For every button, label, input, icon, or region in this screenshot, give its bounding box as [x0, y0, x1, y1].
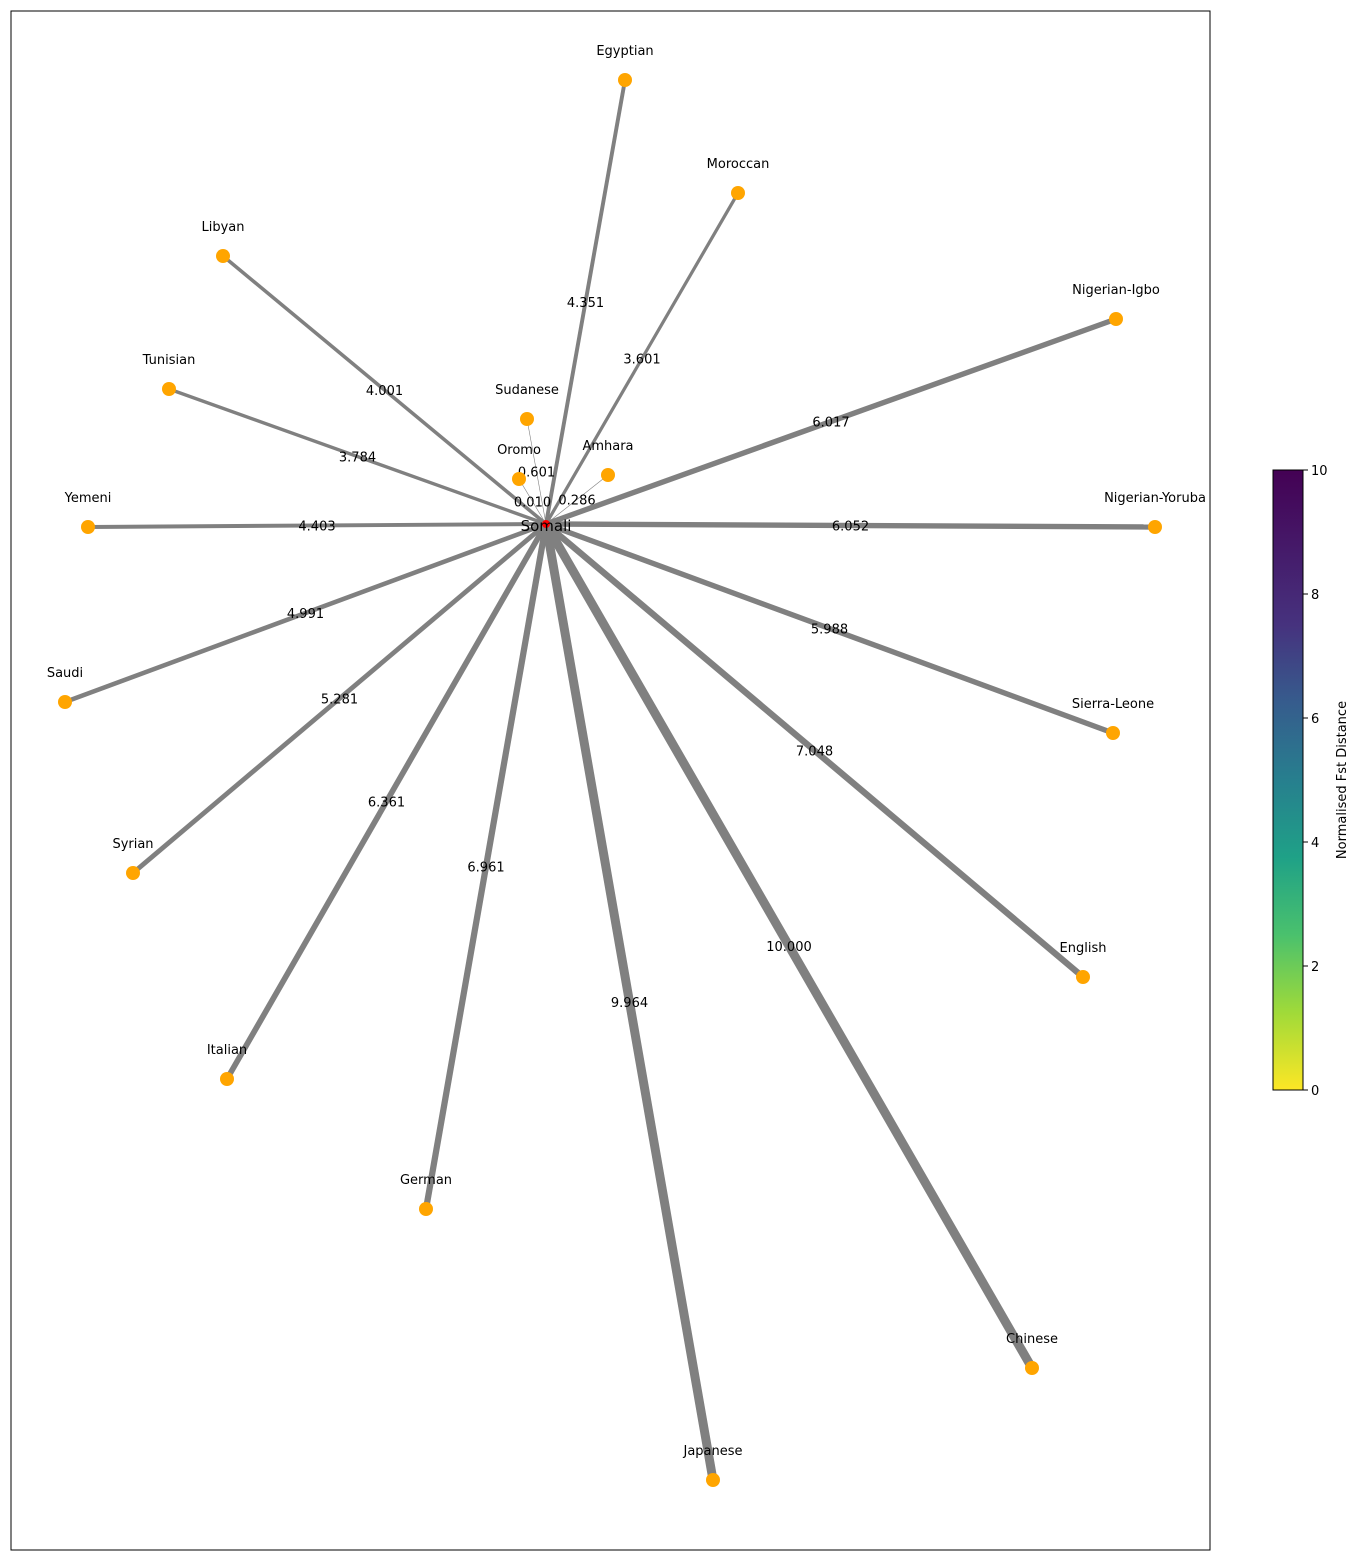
nodes-group — [58, 73, 1162, 1487]
edge-nigerian-yoruba — [545, 521, 1156, 530]
edge-label-sudanese: 0.601 — [518, 466, 555, 481]
colorbar-tick-label-0: 0 — [1311, 1084, 1319, 1099]
node-moroccan — [731, 186, 745, 200]
edge-label-amhara: 0.286 — [558, 494, 595, 509]
edge-labels-group: 4.351 3.601 4.001 6.017 3.784 0.601 0.010 0.286… — [287, 296, 869, 1011]
center-label: Somali — [521, 517, 572, 535]
edge-label-saudi: 4.991 — [287, 607, 324, 622]
edge-tunisian — [168, 387, 547, 526]
node-label-nigerian-yoruba: Nigerian-Yoruba — [1104, 491, 1206, 506]
edge-amhara — [545, 474, 609, 525]
node-nigerian-igbo — [1109, 312, 1123, 326]
edge-label-egyptian: 4.351 — [567, 296, 604, 311]
edge-yemeni — [87, 522, 547, 529]
edge-chinese — [542, 521, 1036, 1371]
node-german — [419, 1202, 433, 1216]
edge-saudi — [64, 521, 547, 705]
node-label-libyan: Libyan — [201, 220, 244, 235]
colorbar-tick-label-6: 6 — [1311, 712, 1319, 727]
edge-label-german: 6.961 — [467, 861, 504, 876]
edge-label-chinese: 10.000 — [766, 940, 812, 955]
node-label-amhara: Amhara — [582, 439, 633, 454]
node-saudi — [58, 695, 72, 709]
edges-group — [64, 79, 1156, 1481]
edge-german — [422, 523, 550, 1210]
edge-sudanese — [526, 418, 547, 525]
node-label-egyptian: Egyptian — [596, 44, 653, 59]
colorbar-ticks: 0 2 4 6 8 10 — [1303, 464, 1328, 1099]
node-english — [1076, 970, 1090, 984]
node-label-english: English — [1060, 941, 1107, 956]
edge-label-libyan: 4.001 — [366, 384, 403, 399]
colorbar-tick-label-8: 8 — [1311, 588, 1319, 603]
edge-egyptian — [544, 79, 627, 525]
node-amhara — [601, 468, 615, 482]
node-libyan — [216, 249, 230, 263]
edge-label-nigerian-igbo: 6.017 — [812, 416, 849, 431]
node-label-moroccan: Moroccan — [707, 157, 770, 172]
node-italian — [220, 1072, 234, 1086]
node-sudanese — [520, 412, 534, 426]
edge-label-tunisian: 3.784 — [339, 451, 376, 466]
edge-nigerian-igbo — [545, 316, 1117, 527]
node-sierra-leone — [1106, 726, 1120, 740]
colorbar-tick-label-2: 2 — [1311, 960, 1319, 975]
edge-japanese — [541, 523, 718, 1481]
edge-oromo — [518, 478, 547, 525]
node-label-sudanese: Sudanese — [495, 383, 559, 398]
node-chinese — [1025, 1361, 1039, 1375]
center-node — [542, 520, 550, 528]
edge-label-oromo: 0.010 — [514, 496, 551, 511]
colorbar-tick-label-4: 4 — [1311, 836, 1319, 851]
node-nigerian-yoruba — [1148, 520, 1162, 534]
edge-sierra-leone — [545, 521, 1114, 736]
node-oromo — [512, 472, 526, 486]
node-label-oromo: Oromo — [497, 443, 541, 458]
edge-libyan — [221, 254, 548, 526]
edge-english — [543, 521, 1086, 980]
node-label-chinese: Chinese — [1006, 1332, 1058, 1347]
edge-label-syrian: 5.281 — [321, 693, 358, 708]
edge-label-japanese: 9.964 — [611, 996, 648, 1011]
colorbar: 0 2 4 6 8 10 Normalised Fst Distance — [1272, 464, 1350, 1099]
edge-syrian — [131, 522, 548, 875]
colorbar-title: Normalised Fst Distance — [1335, 701, 1350, 859]
colorbar-tick-label-10: 10 — [1311, 464, 1328, 479]
edge-italian — [224, 522, 549, 1081]
node-label-tunisian: Tunisian — [142, 353, 196, 368]
edge-label-english: 7.048 — [796, 745, 833, 760]
node-label-german: German — [400, 1173, 452, 1188]
edge-label-italian: 6.361 — [368, 796, 405, 811]
node-label-yemeni: Yemeni — [64, 491, 112, 506]
edge-label-sierra-leone: 5.988 — [811, 623, 848, 638]
node-label-saudi: Saudi — [47, 666, 83, 681]
node-label-nigerian-igbo: Nigerian-Igbo — [1072, 283, 1160, 298]
edge-label-nigerian-yoruba: 6.052 — [832, 520, 869, 535]
node-syrian — [126, 866, 140, 880]
edge-moroccan — [544, 192, 740, 525]
node-label-italian: Italian — [207, 1043, 247, 1058]
colorbar-gradient — [1272, 469, 1304, 1091]
node-japanese — [706, 1473, 720, 1487]
node-label-syrian: Syrian — [112, 837, 153, 852]
node-tunisian — [162, 382, 176, 396]
node-labels-group: Egyptian Moroccan Libyan Nigerian-Igbo Tunis… — [47, 44, 1206, 1459]
node-egyptian — [618, 73, 632, 87]
node-label-sierra-leone: Sierra-Leone — [1072, 697, 1154, 712]
edge-label-moroccan: 3.601 — [623, 353, 660, 368]
node-label-japanese: Japanese — [682, 1444, 742, 1459]
node-yemeni — [81, 520, 95, 534]
edge-label-yemeni: 4.403 — [298, 520, 335, 535]
plot-frame — [10, 10, 1211, 1551]
